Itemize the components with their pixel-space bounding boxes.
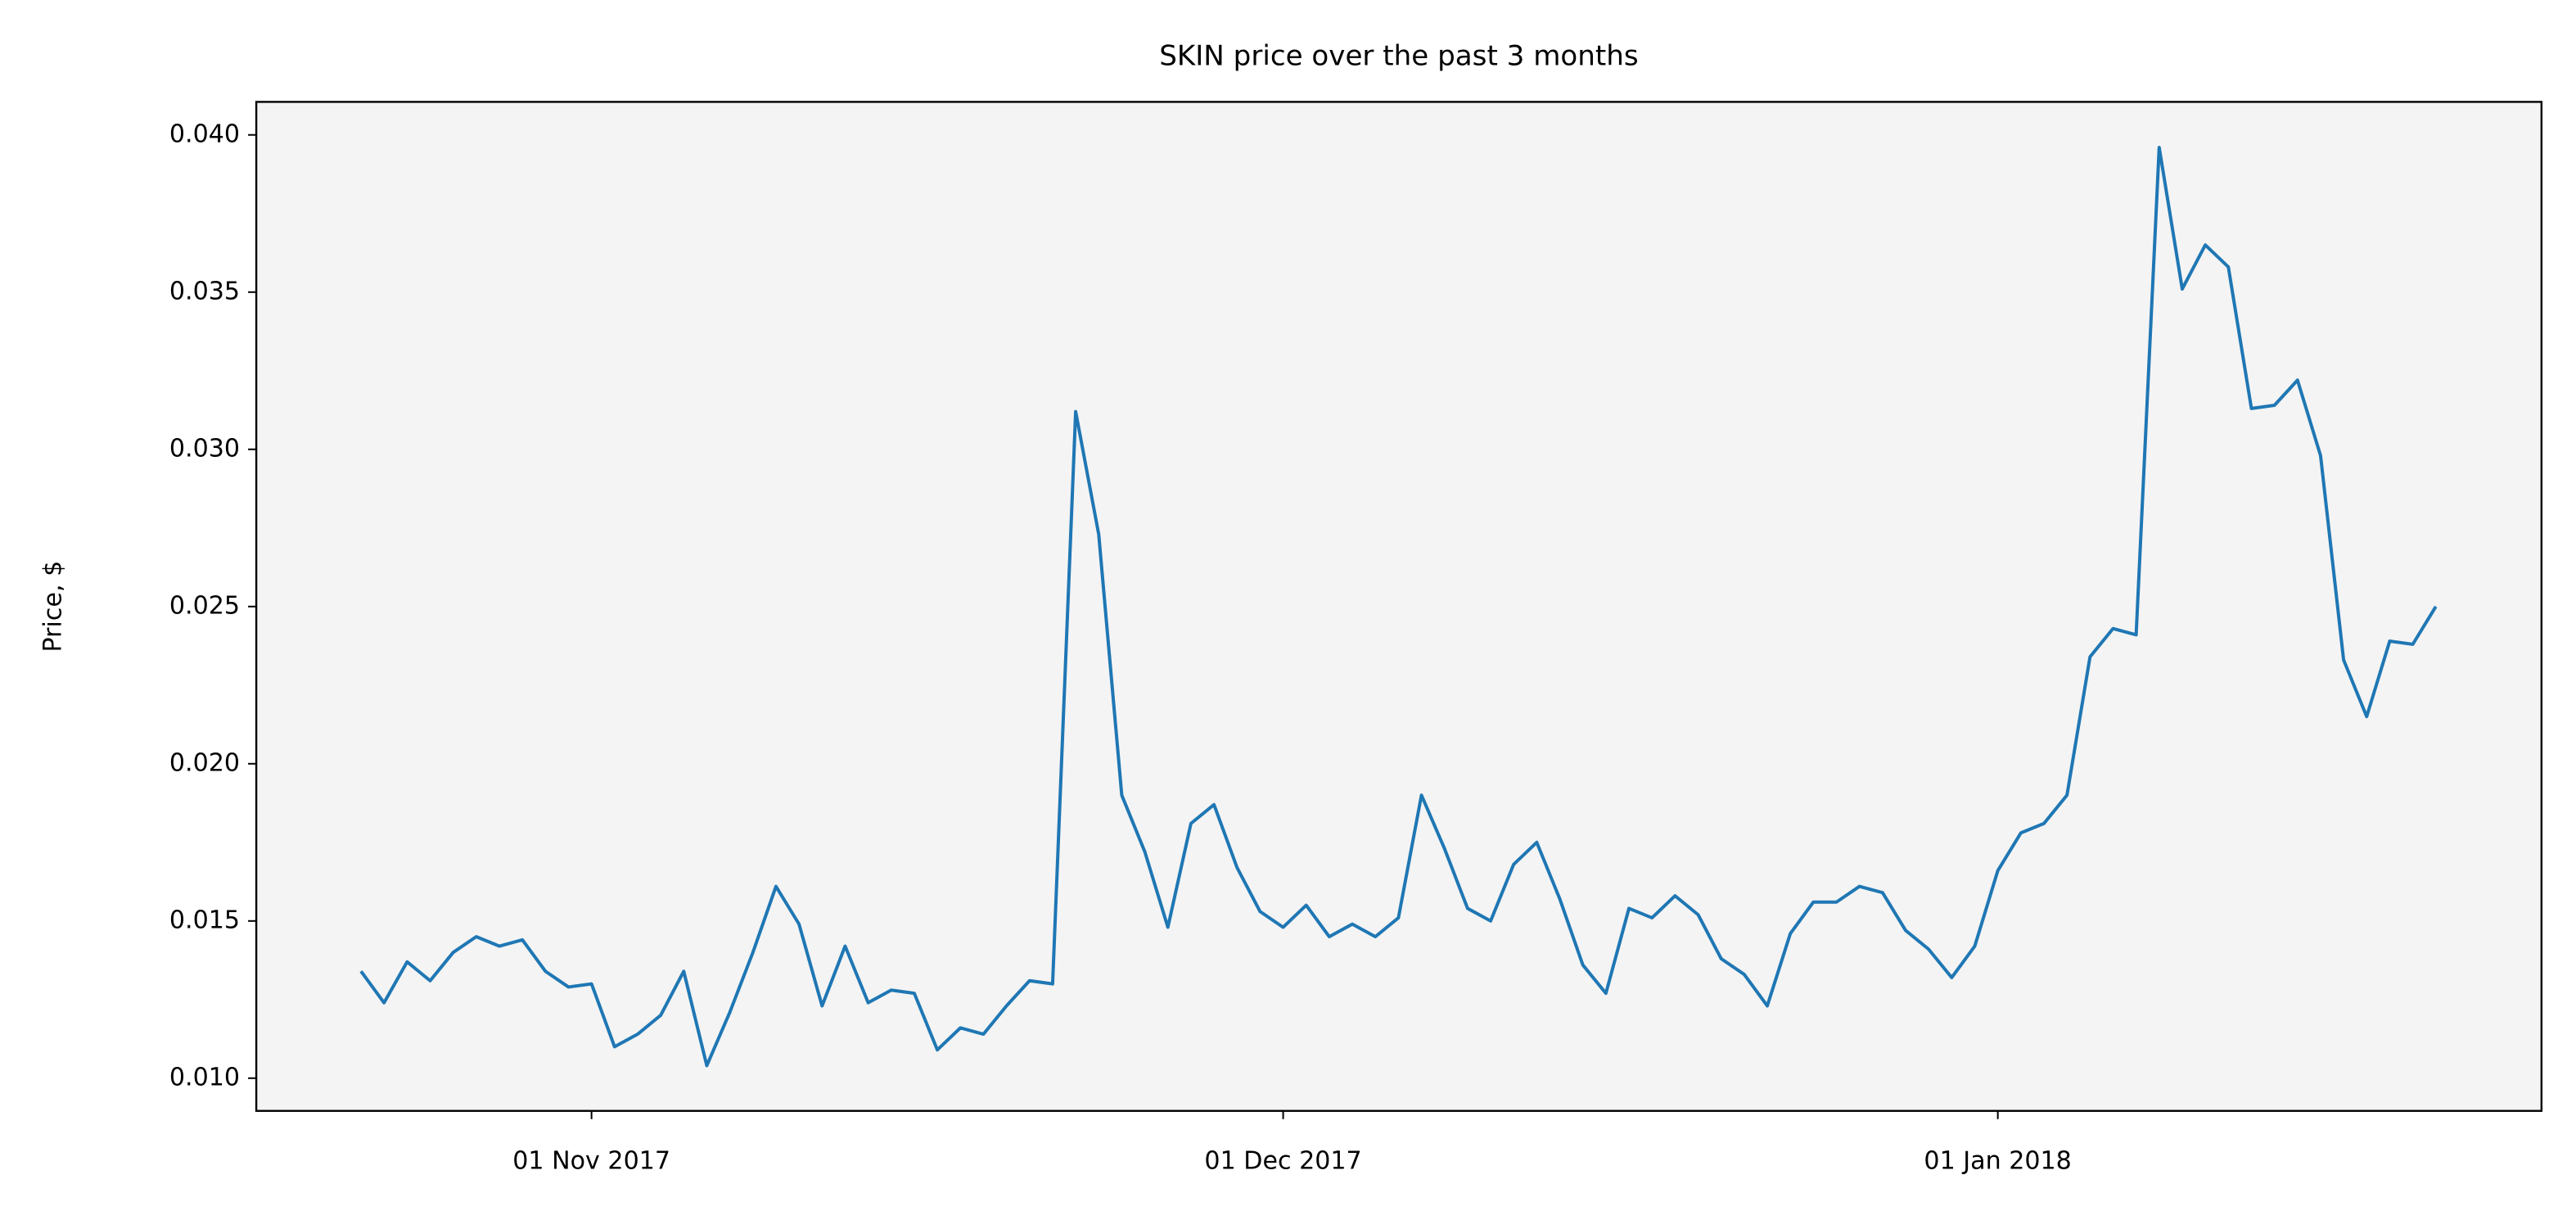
- y-tick-label: 0.030: [169, 434, 240, 463]
- x-tick-label: 01 Jan 2018: [1924, 1146, 2071, 1175]
- price-line: [359, 146, 2438, 1068]
- y-tick-label: 0.015: [169, 906, 240, 934]
- x-tick-label: 01 Nov 2017: [512, 1146, 670, 1175]
- plot-area: [256, 102, 2542, 1111]
- y-tick-label: 0.035: [169, 277, 240, 305]
- y-tick-label: 0.025: [169, 591, 240, 620]
- y-tick-label: 0.020: [169, 748, 240, 777]
- chart-title: SKIN price over the past 3 months: [1159, 40, 1638, 73]
- x-tick-label: 01 Dec 2017: [1204, 1146, 1361, 1175]
- y-tick-label: 0.010: [169, 1063, 240, 1091]
- y-axis-label: Price, $: [39, 561, 68, 653]
- y-tick-label: 0.040: [169, 120, 240, 148]
- plot-frame: [255, 101, 2543, 1112]
